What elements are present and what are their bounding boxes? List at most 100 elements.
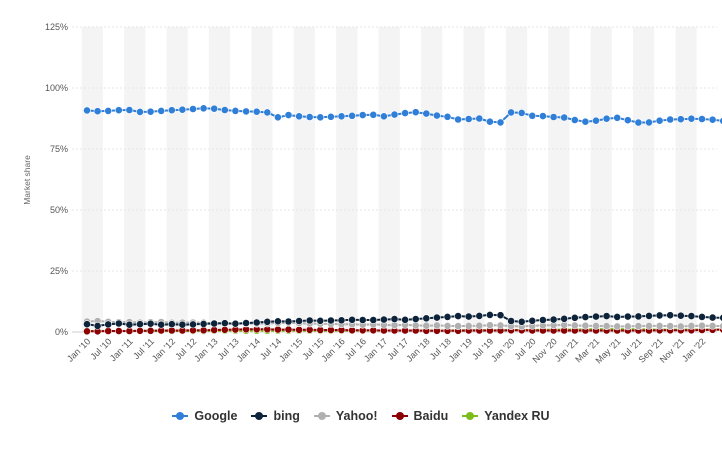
data-point[interactable] [475, 311, 484, 320]
data-point[interactable] [220, 325, 229, 334]
data-point[interactable] [719, 322, 722, 330]
legend-item-baidu[interactable]: Baidu [391, 409, 448, 423]
data-point[interactable] [475, 321, 484, 330]
data-point[interactable] [560, 314, 569, 323]
data-point[interactable] [284, 317, 293, 326]
data-point[interactable] [220, 319, 229, 328]
data-point[interactable] [666, 115, 675, 124]
data-point[interactable] [157, 107, 166, 115]
data-point[interactable] [623, 116, 632, 125]
data-point[interactable] [401, 109, 409, 117]
data-point[interactable] [199, 104, 208, 113]
data-point[interactable] [454, 322, 462, 330]
data-point[interactable] [655, 116, 664, 125]
data-point[interactable] [104, 320, 113, 329]
data-point[interactable] [326, 112, 335, 121]
data-point[interactable] [634, 312, 643, 321]
data-point[interactable] [539, 316, 547, 324]
data-point[interactable] [443, 312, 452, 321]
data-point[interactable] [305, 316, 314, 325]
data-point[interactable] [422, 321, 431, 330]
data-point[interactable] [613, 322, 622, 331]
data-point[interactable] [528, 316, 537, 325]
data-point[interactable] [719, 314, 722, 322]
data-point[interactable] [210, 326, 219, 334]
data-point[interactable] [114, 106, 123, 115]
data-point[interactable] [114, 327, 123, 335]
data-point[interactable] [570, 321, 579, 330]
data-point[interactable] [273, 325, 282, 334]
legend-item-yahoo-[interactable]: Yahoo! [313, 409, 378, 423]
data-point[interactable] [443, 112, 452, 121]
data-point[interactable] [592, 116, 600, 125]
data-point[interactable] [623, 312, 632, 321]
data-point[interactable] [189, 105, 197, 113]
data-point[interactable] [337, 112, 346, 121]
data-point[interactable] [326, 316, 335, 325]
data-point[interactable] [634, 322, 643, 330]
data-point[interactable] [708, 115, 717, 124]
data-point[interactable] [167, 320, 176, 329]
data-point[interactable] [687, 114, 696, 123]
legend-item-yandex-ru[interactable]: Yandex RU [462, 409, 550, 423]
data-point[interactable] [93, 107, 102, 116]
data-point[interactable] [708, 313, 717, 322]
data-point[interactable] [220, 106, 229, 114]
data-point[interactable] [464, 312, 473, 321]
data-point[interactable] [390, 315, 399, 323]
data-point[interactable] [570, 313, 579, 322]
data-point[interactable] [454, 312, 462, 320]
data-point[interactable] [316, 316, 325, 325]
data-point[interactable] [528, 111, 537, 120]
data-point[interactable] [432, 321, 441, 330]
data-point[interactable] [708, 321, 717, 330]
data-point[interactable] [432, 111, 441, 120]
data-point[interactable] [581, 117, 590, 126]
data-point[interactable] [698, 321, 706, 330]
data-point[interactable] [422, 109, 431, 118]
data-point[interactable] [146, 319, 155, 328]
data-point[interactable] [549, 113, 558, 121]
data-point[interactable] [369, 316, 378, 324]
data-point[interactable] [178, 105, 187, 114]
data-point[interactable] [136, 326, 144, 335]
data-point[interactable] [401, 315, 409, 324]
data-point[interactable] [634, 118, 643, 127]
data-point[interactable] [242, 107, 250, 116]
data-point[interactable] [698, 115, 706, 123]
data-point[interactable] [167, 106, 176, 115]
data-point[interactable] [358, 316, 367, 324]
data-point[interactable] [676, 322, 685, 331]
data-point[interactable] [581, 313, 590, 321]
data-point[interactable] [432, 313, 441, 322]
data-point[interactable] [284, 325, 293, 334]
data-point[interactable] [252, 318, 261, 327]
data-point[interactable] [125, 320, 134, 329]
data-point[interactable] [252, 107, 261, 116]
data-point[interactable] [517, 109, 526, 117]
data-point[interactable] [676, 311, 685, 320]
data-point[interactable] [104, 107, 113, 115]
data-point[interactable] [125, 106, 134, 114]
data-point[interactable] [454, 115, 462, 124]
data-point[interactable] [242, 319, 250, 327]
data-point[interactable] [602, 322, 611, 330]
data-point[interactable] [570, 116, 579, 124]
data-point[interactable] [443, 321, 452, 330]
data-point[interactable] [337, 316, 346, 325]
data-point[interactable] [210, 319, 219, 328]
data-point[interactable] [581, 321, 590, 330]
data-point[interactable] [295, 112, 303, 121]
data-point[interactable] [666, 311, 675, 320]
data-point[interactable] [263, 317, 272, 326]
data-point[interactable] [507, 108, 515, 117]
data-point[interactable] [136, 320, 144, 329]
data-point[interactable] [655, 311, 664, 320]
data-point[interactable] [496, 311, 505, 320]
data-point[interactable] [411, 108, 420, 117]
data-point[interactable] [549, 315, 558, 324]
data-point[interactable] [104, 327, 113, 335]
data-point[interactable] [655, 321, 664, 330]
data-point[interactable] [305, 113, 314, 121]
data-point[interactable] [189, 320, 197, 329]
